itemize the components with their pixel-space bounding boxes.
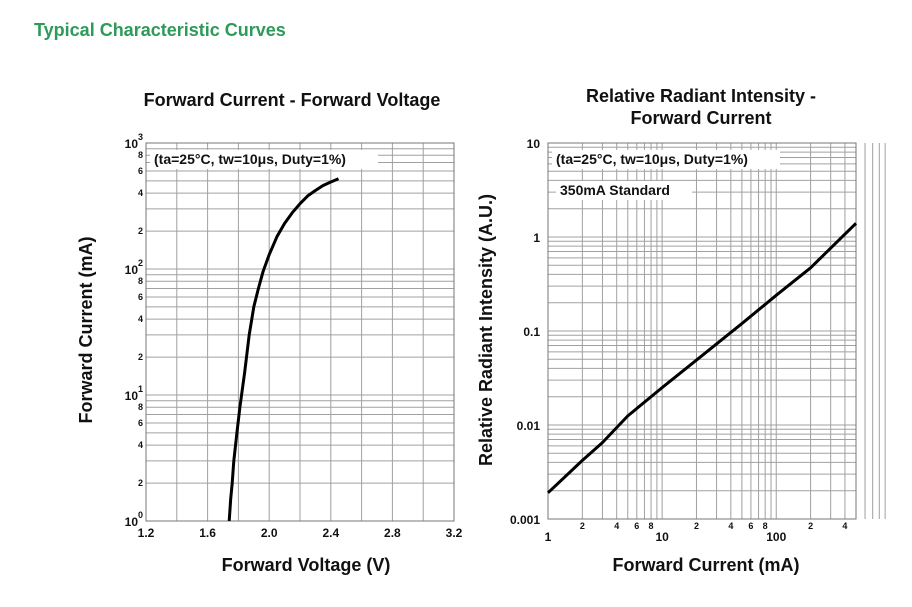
chart2-frame xyxy=(547,142,857,520)
chart1-annotation: (ta=25°C, tw=10μs, Duty=1%) xyxy=(154,151,346,167)
chart2-x-minor-label: 2 xyxy=(694,521,699,531)
chart1-y-axis-label: Forward Current (mA) xyxy=(76,236,96,423)
chart2-x-minor-label: 6 xyxy=(748,521,753,531)
chart1-series-line xyxy=(227,177,340,522)
chart2-grid xyxy=(547,142,886,520)
chart1-annotation-bg xyxy=(150,150,378,169)
chart1-x-tick-label: 2.4 xyxy=(322,526,339,540)
chart1-y-tick-base: 10 xyxy=(125,137,139,151)
chart1-y-minor-label: 8 xyxy=(138,402,143,412)
chart2-standard-note: 350mA Standard xyxy=(560,182,670,198)
chart1-y-minor-label: 2 xyxy=(138,478,143,488)
chart2-annotation-bg xyxy=(552,150,780,169)
chart2-x-minor-label: 4 xyxy=(614,521,619,531)
chart2-x-minor-label: 8 xyxy=(763,521,768,531)
chart2-x-minor-label: 4 xyxy=(728,521,733,531)
chart1-y-minor-label: 6 xyxy=(138,418,143,428)
chart2-x-tick-label: 1 xyxy=(545,530,552,544)
chart1-frame xyxy=(145,142,455,522)
chart1-y-minor-label: 6 xyxy=(138,166,143,176)
chart2-y-tick-label: 0.001 xyxy=(510,513,540,527)
chart1-y-minor-label: 2 xyxy=(138,226,143,236)
chart2-x-tick-label: 100 xyxy=(766,530,786,544)
chart2-y-tick-label: 1 xyxy=(533,231,540,245)
chart2-series-line xyxy=(546,222,858,494)
chart1-y-tick-exponent: 1 xyxy=(138,384,143,394)
chart1-y-minor-label: 8 xyxy=(138,276,143,286)
chart1-y-minor-label: 2 xyxy=(138,352,143,362)
chart2-title-line2: Forward Current xyxy=(630,108,771,128)
chart2-x-minor-label: 2 xyxy=(808,521,813,531)
chart1-y-tick-exponent: 3 xyxy=(138,132,143,142)
chart2-y-tick-label: 0.1 xyxy=(523,325,540,339)
chart1-y-minor-label: 4 xyxy=(138,188,143,198)
chart1-x-axis-label: Forward Voltage (V) xyxy=(222,555,391,575)
chart1-y-tick-exponent: 0 xyxy=(138,510,143,520)
chart1-x-tick-label: 1.2 xyxy=(138,526,155,540)
chart2-x-axis-label: Forward Current (mA) xyxy=(612,555,799,575)
chart1-y-tick-exponent: 2 xyxy=(138,258,143,268)
chart1-y-tick-base: 10 xyxy=(125,515,139,529)
chart2-x-minor-label: 6 xyxy=(634,521,639,531)
chart2-x-minor-label: 4 xyxy=(842,521,847,531)
chart1-x-tick-label: 2.0 xyxy=(261,526,278,540)
chart2-x-minor-label: 8 xyxy=(649,521,654,531)
chart1-y-minor-label: 8 xyxy=(138,150,143,160)
chart2-standard-bg xyxy=(556,181,692,200)
chart1-y-minor-label: 6 xyxy=(138,292,143,302)
chart2-plot: (ta=25°C, tw=10μs, Duty=1%) 350mA Standar… xyxy=(546,150,858,494)
chart1-x-tick-label: 3.2 xyxy=(446,526,463,540)
chart1-y-tick-base: 10 xyxy=(125,389,139,403)
chart1-plot: (ta=25°C, tw=10μs, Duty=1%) xyxy=(150,150,378,522)
chart2-title-line1: Relative Radiant Intensity - xyxy=(586,86,816,106)
chart1-y-tick-base: 10 xyxy=(125,263,139,277)
chart2-x-tick-label: 10 xyxy=(655,530,669,544)
chart1-y-minor-label: 4 xyxy=(138,440,143,450)
chart1-x-tick-label: 1.6 xyxy=(199,526,216,540)
chart2-y-tick-label: 0.01 xyxy=(517,419,541,433)
chart2-x-minor-label: 2 xyxy=(580,521,585,531)
chart2-y-tick-label: 10 xyxy=(527,137,541,151)
chart1-title: Forward Current - Forward Voltage xyxy=(144,90,441,110)
chart2-annotation: (ta=25°C, tw=10μs, Duty=1%) xyxy=(556,151,748,167)
page-title: Typical Characteristic Curves xyxy=(34,20,286,40)
chart2-y-axis-label: Relative Radiant Intensity (A.U.) xyxy=(476,194,496,466)
chart1-y-minor-label: 4 xyxy=(138,314,143,324)
chart1-grid xyxy=(145,142,455,522)
chart1-x-tick-label: 2.8 xyxy=(384,526,401,540)
